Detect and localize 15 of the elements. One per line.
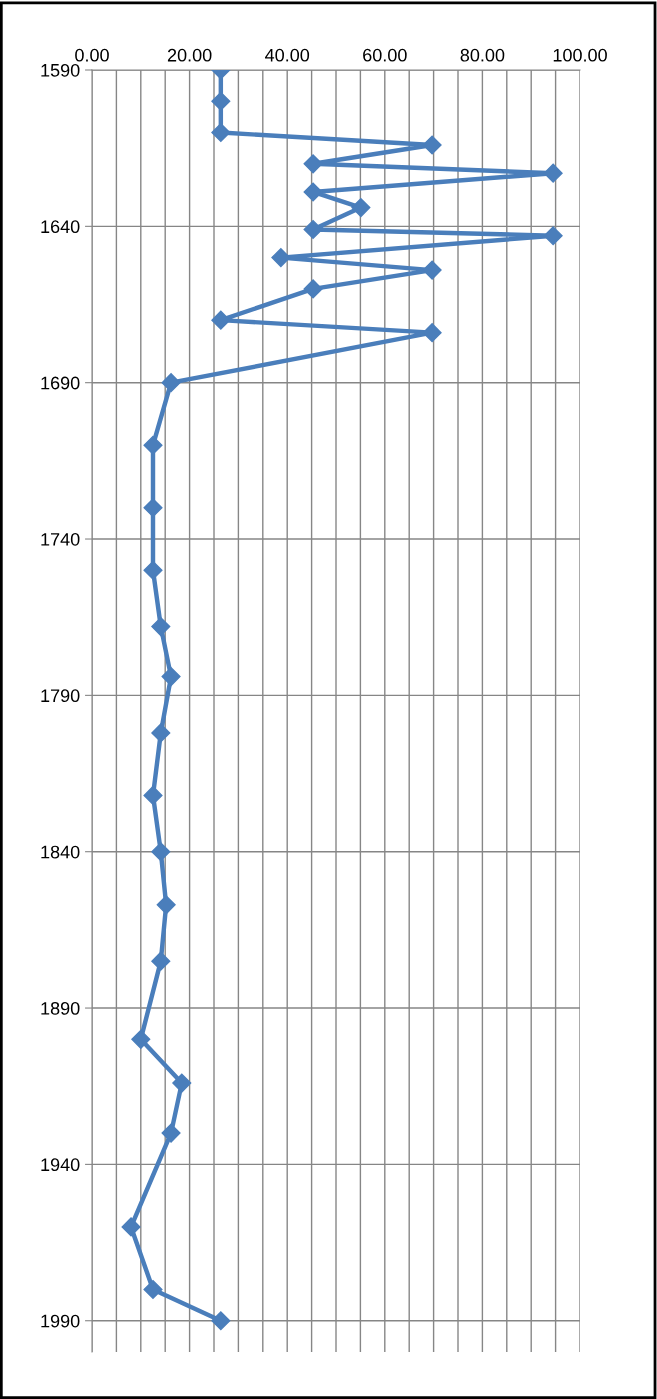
x-tick-label: 100.00: [553, 48, 607, 62]
y-tick-label: 1740: [41, 532, 80, 546]
y-tick-label: 1690: [41, 376, 80, 390]
y-tick-label: 1790: [41, 689, 80, 703]
y-tick-label: 1890: [41, 1001, 80, 1015]
y-tick-label: 1640: [41, 220, 80, 234]
y-tick-label: 1840: [41, 845, 80, 859]
y-tick-label: 1590: [41, 63, 80, 77]
x-tick-label: 20.00: [167, 48, 212, 62]
x-tick-label: 60.00: [363, 48, 407, 62]
y-tick-label: 1990: [41, 1314, 80, 1328]
x-tick-label: 0.00: [75, 48, 109, 62]
x-tick-label: 80.00: [460, 48, 505, 62]
y-tick-label: 1940: [41, 1158, 80, 1172]
x-tick-label: 40.00: [265, 48, 310, 62]
